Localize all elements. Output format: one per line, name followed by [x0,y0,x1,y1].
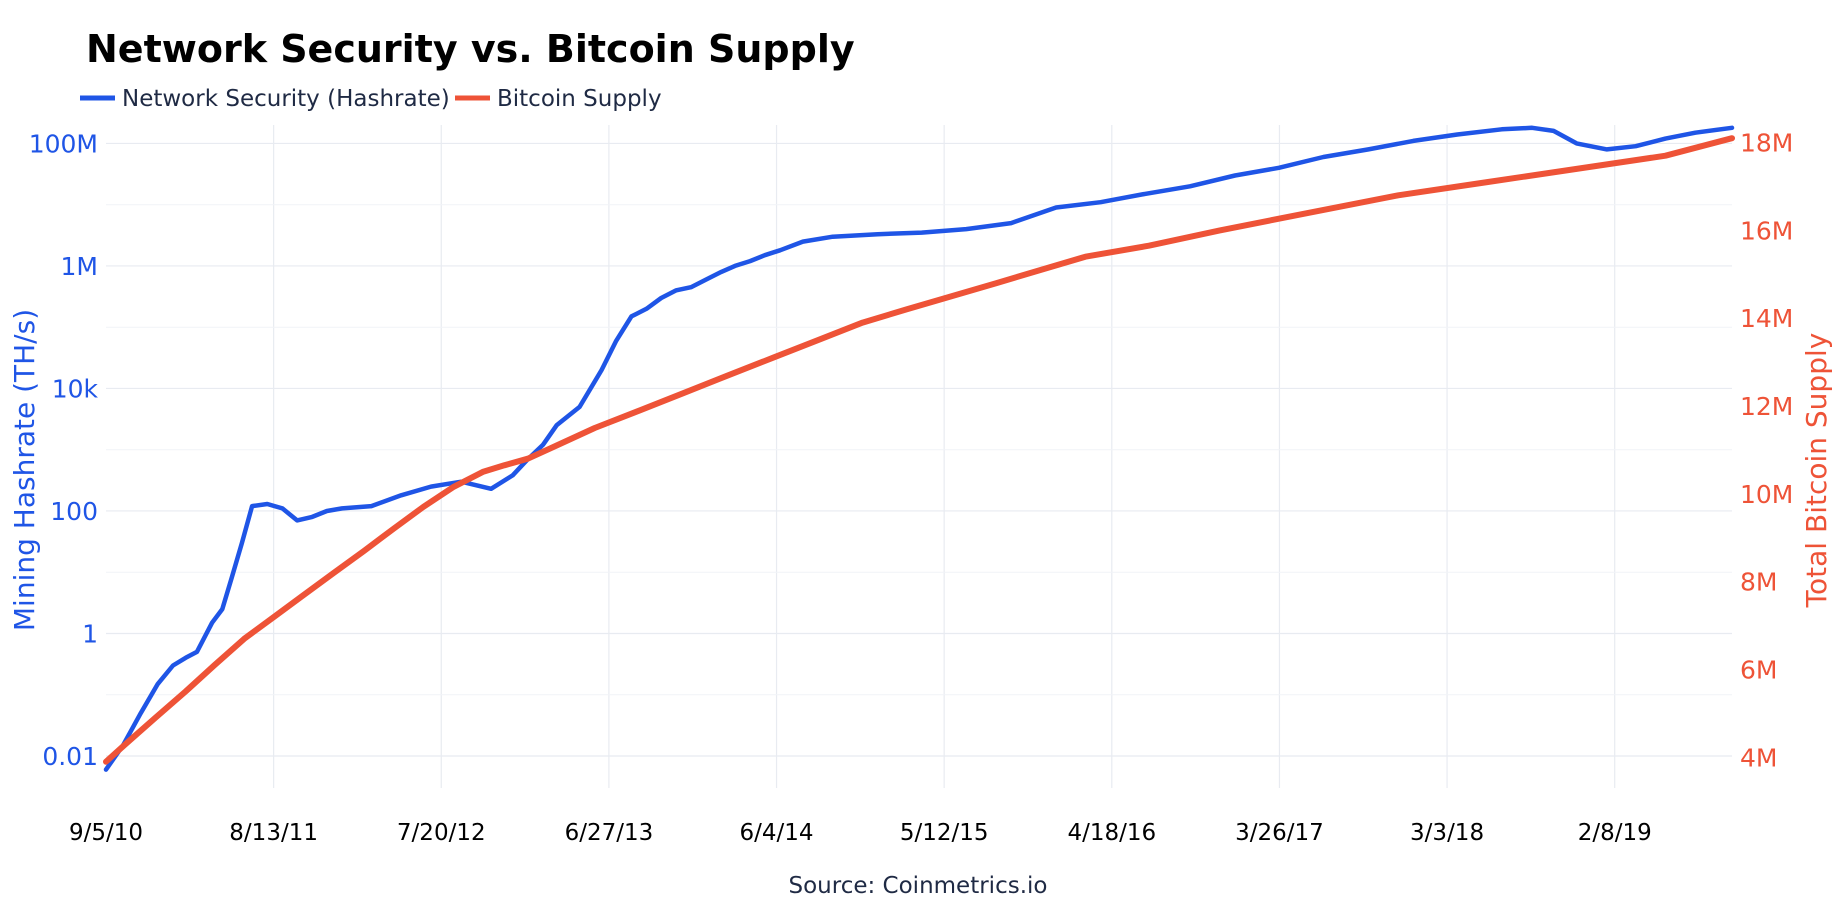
legend[interactable]: Network Security (Hashrate) Bitcoin Supp… [80,86,662,112]
y-right-tick-label: 12M [1740,392,1793,421]
legend-item-hashrate[interactable]: Network Security (Hashrate) [80,86,450,112]
series-line-hashrate [103,125,1735,772]
x-tick-label: 5/12/15 [900,820,989,846]
x-tick-label: 2/8/19 [1578,820,1652,846]
x-axis-ticks: 9/5/10 8/13/11 7/20/12 6/27/13 6/4/14 5/12/15… [69,820,1652,846]
y-left-tick-label: 1M [61,252,98,281]
x-tick-label: 4/18/16 [1067,820,1156,846]
y-right-tick-label: 14M [1740,304,1793,333]
y-axis-right-ticks: 4M 6M 8M 10M 12M 14M 16M 18M [1740,129,1793,773]
y-left-tick-label: 0.01 [42,742,98,771]
y-right-tick-label: 4M [1740,743,1777,772]
x-tick-label: 9/5/10 [69,820,143,846]
x-tick-label: 7/20/12 [397,820,486,846]
x-tick-label: 6/4/14 [740,820,814,846]
y-left-tick-label: 10k [52,374,99,403]
y-left-tick-label: 1 [82,619,98,648]
legend-label-supply: Bitcoin Supply [497,86,662,112]
grid [106,125,1732,788]
x-tick-label: 6/27/13 [565,820,654,846]
y-right-tick-label: 6M [1740,655,1777,684]
y-axis-left-ticks: 0.01 1 100 10k 1M 100M [29,129,99,771]
source-note: Source: Coinmetrics.io [789,873,1048,899]
y-left-tick-label: 100 [50,497,98,526]
y-right-tick-label: 16M [1740,216,1793,245]
y-axis-left-title: Mining Hashrate (TH/s) [8,309,41,631]
x-tick-label: 3/3/18 [1410,820,1484,846]
legend-item-supply[interactable]: Bitcoin Supply [455,86,662,112]
y-right-tick-label: 8M [1740,568,1777,597]
y-axis-right-title: Total Bitcoin Supply [1800,333,1833,609]
y-right-tick-label: 18M [1740,129,1793,158]
y-right-tick-label: 10M [1740,480,1793,509]
legend-label-hashrate: Network Security (Hashrate) [122,86,450,112]
x-tick-label: 8/13/11 [229,820,318,846]
y-left-tick-label: 100M [29,129,98,158]
plot-area[interactable] [103,125,1735,772]
chart-title: Network Security vs. Bitcoin Supply [86,27,855,71]
series-line-supply [103,135,1735,765]
x-tick-label: 3/26/17 [1235,820,1324,846]
